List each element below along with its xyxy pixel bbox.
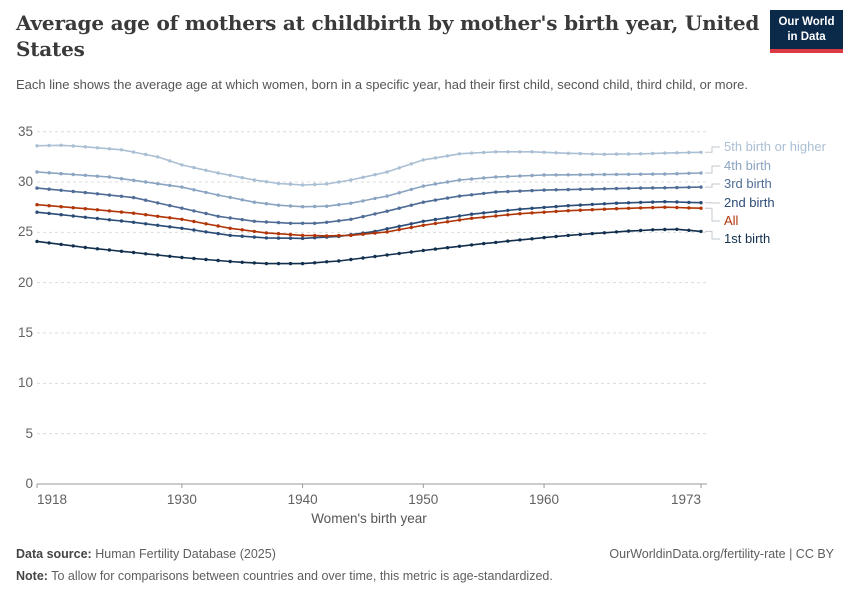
y-axis-tick-label: 25	[17, 224, 33, 240]
x-axis-tick-label: 1930	[166, 492, 197, 507]
owid-logo: Our World in Data	[770, 10, 843, 53]
y-axis-tick-label: 35	[17, 123, 33, 139]
note-line: Note: To allow for comparisons between c…	[16, 569, 553, 583]
x-axis-tick-label: 1918	[37, 492, 68, 507]
legend-connector-all	[705, 207, 720, 222]
legend-item-all[interactable]: All	[724, 213, 739, 228]
series-points-3rd-birth[interactable]	[35, 185, 703, 225]
legend-item-1st-birth[interactable]: 1st birth	[724, 231, 771, 246]
series-points-all[interactable]	[35, 203, 703, 238]
x-axis-tick-label: 1950	[408, 492, 439, 507]
x-axis-tick-label: 1973	[670, 492, 701, 507]
legend-item-3rd-birth[interactable]: 3rd birth	[724, 176, 772, 191]
data-source-line: Data source: Human Fertility Database (2…	[16, 547, 276, 561]
legend-item-4th-birth[interactable]: 4th birth	[724, 158, 771, 173]
note-text: To allow for comparisons between countri…	[51, 569, 553, 583]
legend-item-5th-birth-or-higher[interactable]: 5th birth or higher	[724, 139, 826, 154]
legend-connector-3rd-birth	[705, 183, 720, 188]
note-label: Note:	[16, 569, 48, 583]
series-points-5th-birth-or-higher[interactable]	[35, 143, 703, 187]
page-title: Average age of mothers at childbirth by …	[16, 11, 760, 61]
legend-connector-5th-birth-or-higher	[705, 146, 720, 153]
series-line-3rd-birth[interactable]	[36, 186, 702, 225]
x-axis-tick-label: 1960	[529, 492, 560, 507]
data-source-label: Data source:	[16, 547, 92, 561]
y-axis-tick-label: 10	[17, 375, 33, 391]
owid-citation-link[interactable]: OurWorldinData.org/fertility-rate | CC B…	[609, 547, 834, 561]
chart-subtitle: Each line shows the average age at which…	[16, 77, 748, 92]
y-axis-tick-label: 20	[17, 274, 33, 290]
series-line-5th-birth-or-higher[interactable]	[36, 144, 702, 186]
data-source-value: Human Fertility Database (2025)	[95, 547, 276, 561]
x-axis-tick-label: 1940	[287, 492, 318, 507]
owid-logo-line2: in Data	[787, 30, 826, 43]
series-line-2nd-birth[interactable]	[36, 200, 702, 240]
series-line-all[interactable]	[36, 203, 702, 237]
y-axis-tick-label: 15	[17, 325, 33, 340]
series-line-1st-birth[interactable]	[36, 228, 702, 265]
series-points-1st-birth[interactable]	[35, 227, 703, 266]
owid-logo-line1: Our World	[778, 16, 835, 28]
legend-connector-4th-birth	[705, 165, 720, 174]
y-axis-tick-label: 30	[17, 174, 33, 190]
series-points-4th-birth[interactable]	[35, 170, 703, 209]
legend-connector-1st-birth	[705, 230, 720, 240]
series-line-4th-birth[interactable]	[36, 171, 702, 208]
y-axis-tick-label: 0	[25, 476, 33, 491]
y-axis-tick-label: 5	[25, 425, 33, 441]
legend-item-2nd-birth[interactable]: 2nd birth	[724, 195, 775, 210]
x-axis-title: Women's birth year	[311, 511, 427, 526]
